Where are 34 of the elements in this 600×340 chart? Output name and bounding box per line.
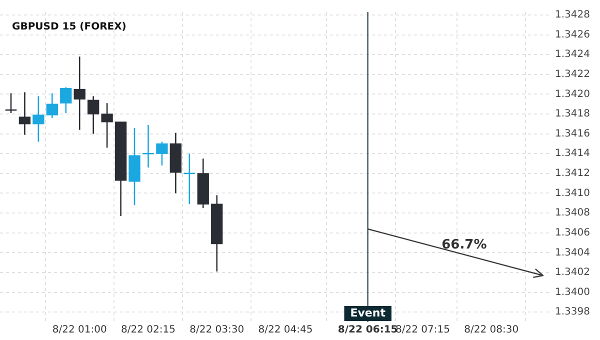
x-tick-label: 8/22 03:30	[190, 324, 244, 336]
candlestick	[18, 92, 31, 136]
y-tick-label: 1.3406	[555, 227, 590, 238]
y-tick-label: 1.3400	[555, 286, 590, 298]
y-tick-label: 1.3412	[555, 168, 590, 180]
y-tick-label: 1.3414	[555, 148, 590, 160]
candlestick	[46, 92, 58, 119]
y-tick-label: 1.3426	[555, 29, 590, 40]
y-tick-label: 1.3428	[555, 10, 590, 21]
x-tick-label: 8/22 06:15	[338, 324, 398, 336]
candlestick	[101, 102, 113, 148]
y-tick-label: 1.3402	[555, 267, 590, 278]
x-tick-label: 8/22 02:15	[121, 324, 176, 336]
annotation: 66.7%	[442, 237, 487, 252]
x-tick-label: 8/22 07:15	[396, 324, 450, 336]
y-tick-label: 1.3398	[555, 306, 590, 318]
y-tick-label: 1.3408	[555, 208, 590, 219]
x-tick-label: 8/22 04:45	[258, 324, 313, 336]
candlestick	[156, 141, 168, 166]
text: GBPUSD 15 (FOREX)	[12, 22, 126, 33]
candlestick	[60, 86, 72, 114]
ref-line-label: Event	[350, 306, 386, 320]
y-tick-label: 1.3422	[555, 68, 590, 80]
y-tick-label: 1.3424	[555, 49, 590, 60]
candlestick	[88, 96, 100, 134]
candlestick	[74, 56, 86, 131]
y-tick-label: 1.3418	[555, 108, 590, 120]
y-tick-label: 1.3416	[555, 128, 590, 140]
x-tick-label: 8/22 08:30	[464, 324, 519, 336]
y-tick-label: 1.3404	[555, 247, 590, 258]
candlestick	[32, 96, 44, 142]
x-tick-label: 8/22 01:00	[52, 324, 107, 336]
y-tick-label: 1.3420	[555, 88, 590, 100]
y-tick-label: 1.3410	[555, 188, 590, 199]
